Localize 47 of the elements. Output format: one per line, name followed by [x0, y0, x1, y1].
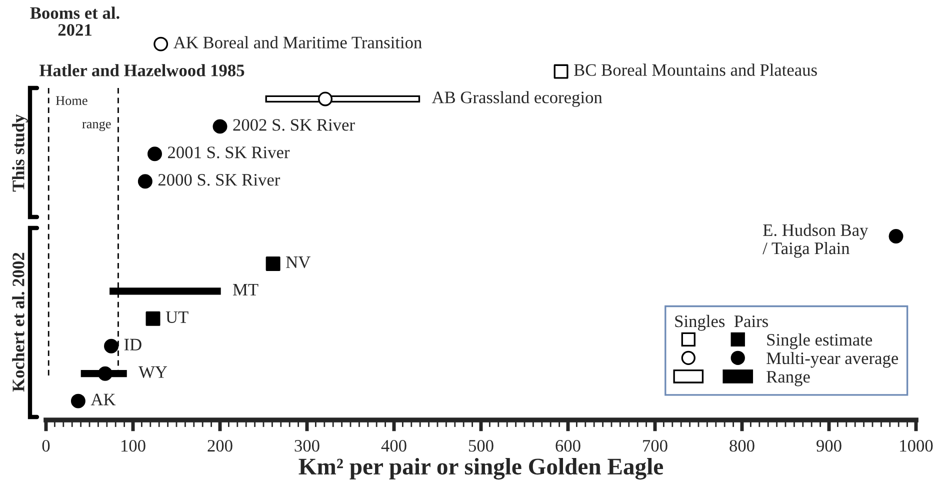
y-tick-label: E. Hudson Bay / Taiga Plain [762, 224, 868, 258]
annotation: Hatler and Hazelwood 1985 [39, 64, 244, 76]
point [888, 229, 904, 244]
text: This study [12, 114, 28, 192]
point [212, 119, 228, 134]
ref-line-label: Home [56, 96, 88, 106]
legend-label: Multi-year average [766, 352, 898, 368]
y-tick-label: AK Boreal and Maritime Transition [174, 36, 422, 48]
point [266, 256, 280, 271]
x-tick-label: 900 [816, 440, 842, 452]
y-tick-label: 2002 S. SK River [233, 119, 355, 131]
point [154, 36, 168, 52]
y-tick-label: WY [138, 366, 168, 378]
x-axis-title: Km² per pair or single Golden Eagle [298, 458, 664, 480]
x-tick-label: 700 [643, 440, 668, 452]
legend-label: Range [766, 371, 810, 386]
point [138, 174, 152, 189]
x-tick-label: 300 [294, 440, 320, 452]
y-tick-label: 2001 S. SK River [168, 146, 290, 158]
x-tick-label: 200 [208, 440, 232, 452]
point [70, 394, 86, 408]
y-tick-label: 2000 S. SK River [158, 174, 280, 186]
y-tick-label: AB Grassland ecoregion [432, 91, 602, 107]
point [148, 146, 162, 162]
y-tick-label: UT [166, 311, 188, 324]
text: Kochert et al. 2002 [12, 252, 24, 392]
y-tick-label: NV [286, 256, 310, 268]
y-tick-label: AK [90, 394, 116, 406]
y-tick-label: BC Boreal Mountains and Plateaus [574, 64, 817, 76]
x-tick-label: 0 [42, 440, 50, 452]
y-tick-label: MT [233, 284, 258, 296]
y-tick-label: ID [124, 338, 142, 350]
x-tick-label: 800 [730, 440, 754, 452]
x-tick-label: 400 [381, 440, 406, 452]
ref-line-label: range [82, 121, 111, 132]
point [98, 366, 112, 381]
annotation: Booms et al. 2021 [30, 6, 120, 36]
point [146, 311, 160, 326]
point [104, 338, 118, 354]
legend-label: Single estimate [767, 333, 872, 350]
point [554, 64, 568, 79]
x-tick-label: 100 [122, 440, 146, 452]
point [318, 92, 333, 106]
x-tick-label: 600 [556, 440, 580, 452]
x-tick-label: 500 [468, 440, 494, 452]
x-tick-label: 1000 [900, 440, 933, 452]
legend-title: Singles Pairs [675, 314, 768, 331]
